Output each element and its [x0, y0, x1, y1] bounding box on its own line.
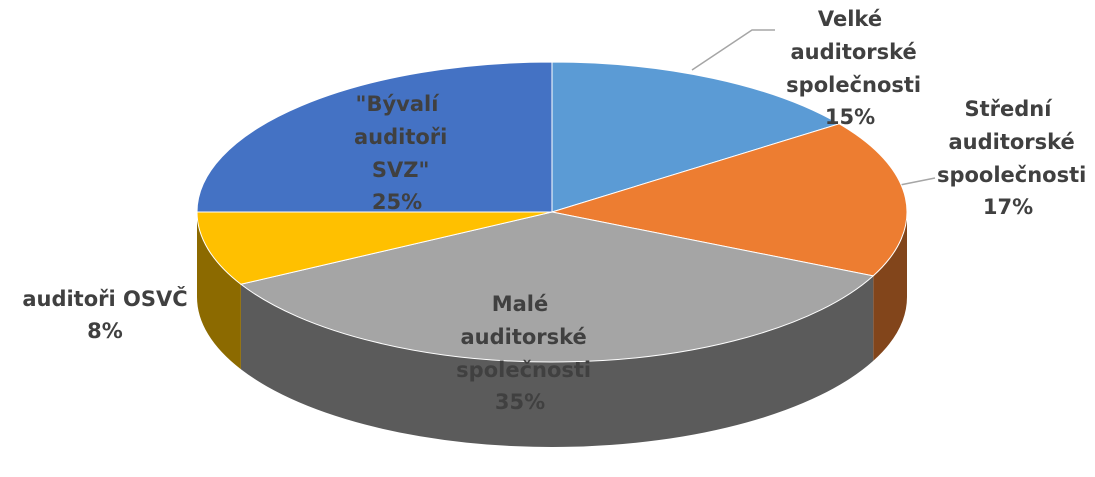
value-label: 25%	[372, 190, 422, 214]
slice-label: auditoři OSVČ	[22, 286, 187, 311]
slice-label: "Bývalí auditoři SVZ"	[347, 92, 448, 182]
slice	[551, 123, 908, 277]
value-label: 17%	[983, 195, 1033, 219]
slice-label: Malé auditorské společnosti	[449, 292, 591, 382]
slice	[551, 61, 841, 213]
slice-side	[873, 212, 907, 361]
slice	[239, 211, 875, 363]
slice-label: Velké auditorské společnosti	[779, 7, 921, 97]
leader-line	[899, 177, 936, 186]
slice-side	[197, 212, 241, 370]
value-label: 35%	[495, 390, 545, 414]
slice-side	[240, 275, 874, 447]
value-label: 8%	[87, 319, 123, 343]
slice	[196, 211, 553, 285]
value-label: 15%	[825, 105, 875, 129]
slice	[196, 61, 553, 213]
leader-line	[691, 29, 775, 71]
slice-label: Střední auditorské spoolečnosti	[930, 97, 1087, 187]
